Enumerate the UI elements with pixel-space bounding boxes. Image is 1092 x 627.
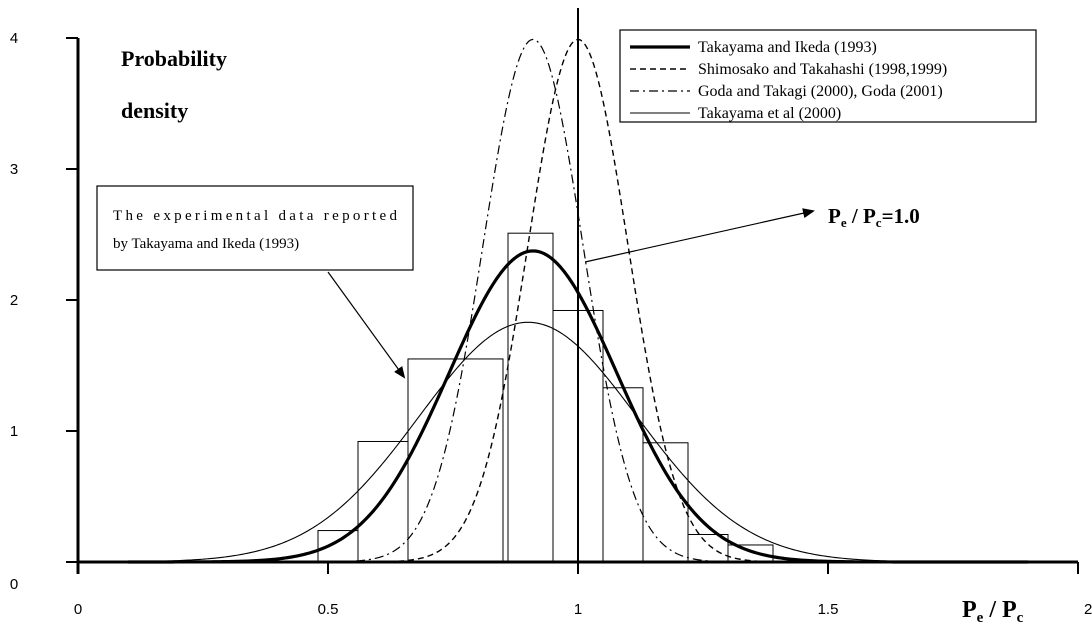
y-axis-label-line2: density [121, 98, 188, 123]
legend-label: Goda and Takagi (2000), Goda (2001) [698, 83, 943, 100]
callout-text-line1: The experimental data reported [113, 208, 398, 224]
x-axis-ticks: 0 0.5 1 1.5 2 [74, 562, 1092, 618]
histogram-bar [358, 441, 408, 562]
legend-label: Takayama and Ikeda (1993) [698, 39, 877, 56]
y-tick-label: 0 [10, 576, 18, 593]
y-tick-label: 1 [10, 423, 18, 440]
x-axis-label: Pe / Pc [962, 597, 1024, 626]
y-axis-label-line1: Probability [121, 46, 227, 71]
y-axis-ticks: 0 1 2 3 4 [10, 30, 78, 593]
x-tick-label: 1 [574, 601, 582, 618]
histogram-bars [318, 233, 773, 562]
legend: Takayama and Ikeda (1993) Shimosako and T… [620, 30, 1036, 122]
legend-label: Takayama et al (2000) [698, 105, 841, 122]
legend-label: Shimosako and Takahashi (1998,1999) [698, 61, 947, 78]
callout-text-line2: by Takayama and Ikeda (1993) [113, 236, 299, 252]
x-tick-label: 0 [74, 601, 82, 618]
y-tick-label: 2 [10, 292, 18, 309]
x-tick-label: 0.5 [318, 601, 339, 618]
histogram-bar [508, 233, 553, 562]
y-tick-label: 3 [10, 161, 18, 178]
x-tick-label: 1.5 [818, 601, 839, 618]
histogram-bar [728, 545, 773, 562]
callout-box: The experimental data reported by Takaya… [97, 186, 413, 270]
histogram-bar [643, 443, 688, 562]
annotation-arrow [585, 211, 813, 262]
histogram-bar [408, 359, 503, 562]
y-tick-label: 4 [10, 30, 18, 47]
callout-arrow [328, 272, 404, 377]
annotation-pe-pc: Pe / Pc=1.0 [828, 204, 920, 230]
x-tick-label: 2 [1084, 601, 1092, 618]
